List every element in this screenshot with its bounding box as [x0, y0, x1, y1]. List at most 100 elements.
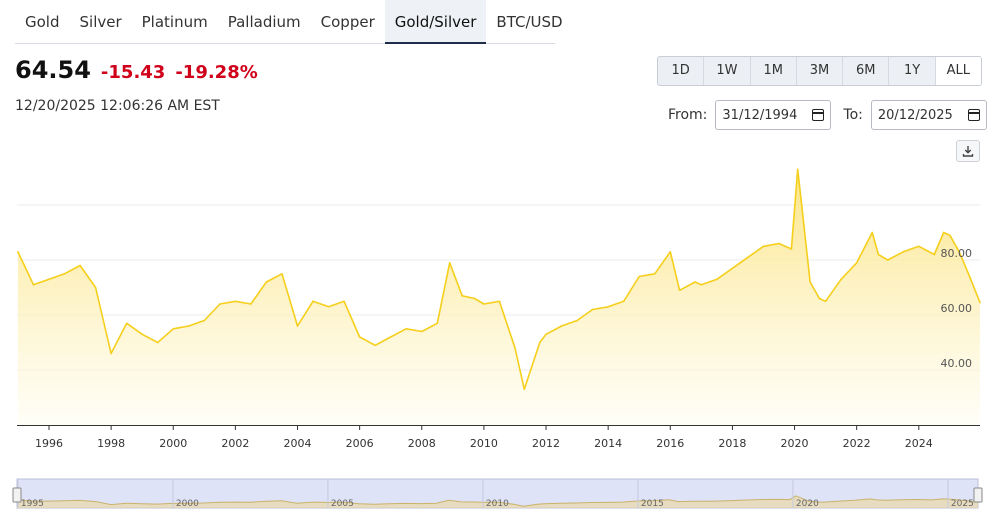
data-point [716, 278, 718, 281]
data-point [801, 209, 804, 212]
data-point [886, 259, 889, 261]
calendar-icon[interactable] [812, 109, 825, 121]
data-point [141, 333, 143, 336]
x-tick-label: 2010 [470, 437, 498, 450]
data-point [448, 261, 451, 264]
range-all-button[interactable]: ALL [935, 57, 981, 85]
to-date-input[interactable]: 20/12/2025 [870, 100, 987, 130]
price-area [17, 169, 980, 425]
data-point [312, 300, 314, 303]
data-point [110, 352, 112, 355]
to-label: To: [843, 107, 863, 123]
data-point [818, 297, 821, 300]
x-tick-label: 1996 [35, 437, 63, 450]
data-point [942, 231, 945, 234]
x-tick-label: 2012 [532, 437, 560, 450]
tab-gold-silver[interactable]: Gold/Silver [384, 0, 487, 44]
data-point [678, 289, 681, 292]
data-point [731, 267, 734, 270]
data-point [918, 245, 920, 248]
navigator-tick-label: 2000 [176, 499, 199, 509]
data-point [539, 341, 541, 344]
data-point [94, 286, 97, 289]
data-point [871, 231, 874, 234]
tab-gold[interactable]: Gold [25, 13, 60, 31]
data-point [790, 248, 793, 250]
download-button[interactable] [956, 140, 980, 162]
data-point [747, 256, 749, 259]
data-point [405, 327, 408, 330]
data-point [778, 242, 780, 245]
data-point [855, 261, 858, 264]
tab-palladium[interactable]: Palladium [227, 13, 301, 31]
x-tick-label: 2018 [718, 437, 746, 450]
navigator-area [17, 495, 978, 508]
x-tick-label: 2014 [594, 437, 622, 450]
y-tick-label: 80.00 [941, 247, 973, 260]
data-point [234, 300, 237, 303]
x-tick-label: 2008 [408, 437, 436, 450]
from-date-input[interactable]: 31/12/1994 [715, 100, 832, 130]
data-point [824, 300, 827, 303]
data-point [560, 325, 563, 327]
chart-navigator[interactable]: 1995 2000 2005 2010 2015 2020 2025 [0, 474, 1000, 514]
data-point [436, 322, 439, 325]
data-point [389, 336, 392, 338]
navigator-tick-label: 2020 [796, 499, 819, 509]
range-3m-button[interactable]: 3M [797, 57, 844, 85]
data-point [591, 308, 594, 311]
data-point [296, 325, 299, 327]
y-tick-label: 40.00 [941, 357, 973, 370]
navigator-tick-label: 2015 [641, 499, 664, 509]
tab-copper[interactable]: Copper [320, 13, 375, 31]
data-point [473, 297, 476, 300]
tab-platinum[interactable]: Platinum [141, 13, 208, 31]
range-1y-button[interactable]: 1Y [889, 57, 936, 85]
data-point [358, 336, 361, 338]
data-point [669, 250, 672, 253]
data-point [48, 278, 50, 281]
tab-silver[interactable]: Silver [79, 13, 122, 31]
data-point [343, 300, 345, 303]
navigator-tick-label: 2010 [486, 499, 509, 509]
data-point [461, 294, 463, 297]
data-point [420, 330, 423, 333]
tab-btc-usd[interactable]: BTC/USD [496, 13, 563, 31]
data-point [607, 305, 609, 308]
data-point [576, 319, 578, 322]
data-point [125, 322, 128, 325]
data-point [17, 250, 19, 253]
navigator-tick-label: 1995 [21, 499, 44, 509]
data-point [281, 272, 283, 275]
navigator-left-handle[interactable] [12, 487, 22, 503]
navigator-right-handle[interactable] [973, 487, 983, 503]
range-6m-button[interactable]: 6M [843, 57, 890, 85]
data-point [958, 250, 960, 253]
calendar-icon[interactable] [967, 109, 980, 121]
x-tick-label: 2020 [781, 437, 809, 450]
data-point [219, 303, 221, 305]
y-tick-label: 60.00 [941, 302, 973, 315]
quote-timestamp: 12/20/2025 12:06:26 AM EST [15, 98, 220, 114]
navigator-tick-label: 2025 [951, 499, 974, 509]
range-1w-button[interactable]: 1W [704, 57, 751, 85]
data-point [250, 303, 252, 305]
data-point [809, 281, 811, 283]
price-chart: 1996 1998 2000 2002 2004 2006 2008 2010 2012 2014… [17, 168, 981, 450]
data-point [949, 234, 951, 237]
data-point [902, 250, 905, 253]
data-point [203, 319, 206, 322]
download-icon [962, 146, 974, 157]
x-tick-label: 1998 [97, 437, 125, 450]
last-price: 64.54 [15, 56, 91, 84]
x-tick-label: 2004 [284, 437, 312, 450]
x-tick-label: 2022 [843, 437, 871, 450]
data-point [374, 344, 376, 347]
price-change: -15.43 [100, 62, 166, 83]
range-1d-button[interactable]: 1D [658, 57, 705, 85]
x-tick-label: 2006 [346, 437, 374, 450]
data-point [762, 245, 765, 248]
data-point [514, 347, 516, 349]
range-1m-button[interactable]: 1M [751, 57, 797, 85]
navigator-tick-label: 2005 [331, 499, 354, 509]
